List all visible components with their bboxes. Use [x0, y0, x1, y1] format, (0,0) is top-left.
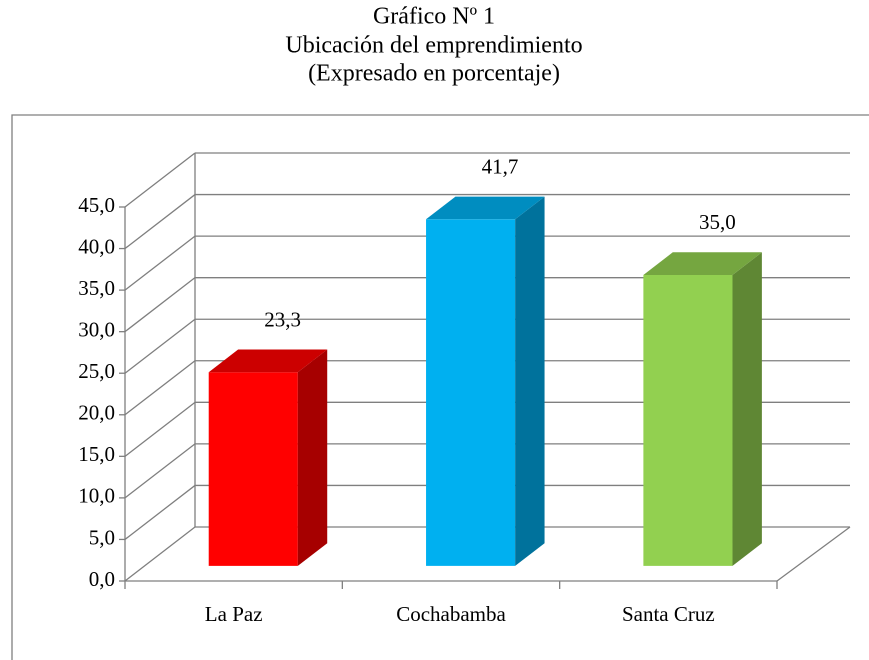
chart-subtitle: Ubicación del emprendimiento — [285, 33, 582, 59]
grid-line-side — [124, 318, 196, 374]
x-tick-label: La Paz — [205, 602, 263, 626]
y-tick-label: 35,0 — [78, 276, 115, 300]
bar-side — [515, 196, 545, 566]
bar-side — [732, 252, 762, 566]
bar-top — [643, 252, 762, 275]
bar-side — [297, 349, 328, 566]
floor-edge — [776, 526, 851, 582]
y-tick-label: 10,0 — [78, 484, 115, 508]
y-tick-label: 20,0 — [78, 401, 115, 425]
value-label: 41,7 — [482, 154, 519, 178]
bar-top — [426, 196, 545, 220]
grid-line-side — [124, 526, 196, 582]
y-tick-label: 5,0 — [89, 525, 115, 549]
bar-front — [208, 372, 298, 566]
grid-line-side — [124, 194, 196, 250]
y-tick-label: 15,0 — [78, 442, 115, 466]
grid-line-side — [124, 152, 196, 208]
grid-line-side — [124, 443, 196, 499]
x-tick-label: Cochabamba — [396, 602, 506, 626]
chart-title: Gráfico Nº 1 — [373, 4, 495, 30]
bar-front — [426, 219, 516, 566]
grid-line-side — [124, 401, 196, 457]
chart-subtitle: (Expresado en porcentaje) — [308, 61, 560, 87]
grid-line-side — [124, 277, 196, 333]
bar-front — [643, 274, 733, 566]
chart-frame — [11, 114, 869, 660]
value-label: 23,3 — [264, 307, 301, 331]
y-tick-label: 30,0 — [78, 317, 115, 341]
grid-line-side — [124, 235, 196, 291]
y-tick-label: 40,0 — [78, 234, 115, 258]
y-tick-label: 45,0 — [78, 193, 115, 217]
grid-line-side — [124, 360, 196, 416]
bar-top — [208, 349, 328, 373]
y-tick-label: 25,0 — [78, 359, 115, 383]
x-tick-label: Santa Cruz — [622, 602, 715, 626]
y-tick-label: 0,0 — [89, 567, 115, 591]
grid-line-side — [124, 484, 196, 540]
value-label: 35,0 — [699, 210, 736, 234]
